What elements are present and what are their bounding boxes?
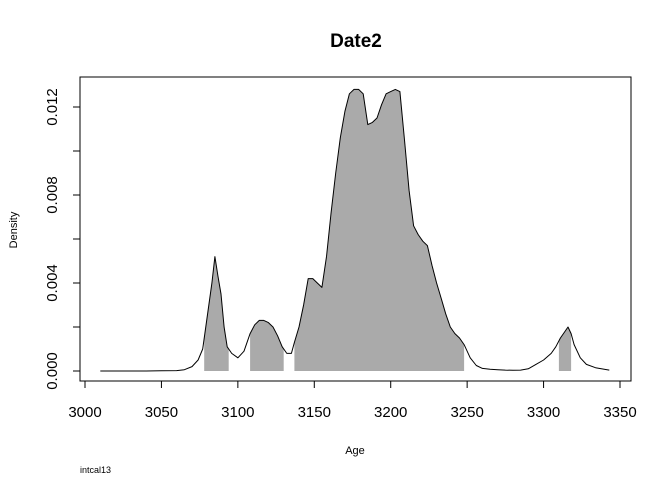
y-axis-label: Density (8, 211, 20, 248)
x-axis-label: Age (345, 445, 365, 457)
x-axis: 3000 3050 3100 3150 3200 3250 3300 3350 (68, 380, 637, 421)
x-tick-label: 3000 (68, 404, 101, 421)
y-tick-label: 0.004 (44, 264, 61, 302)
y-tick-label: 0.000 (44, 352, 61, 390)
y-tick-label: 0.012 (44, 88, 61, 126)
x-tick-label: 3350 (603, 404, 636, 421)
y-axis: 0.000 0.004 0.008 0.012 (44, 88, 81, 390)
density-curve-group (100, 88, 610, 372)
x-tick-label: 3200 (374, 404, 407, 421)
shaded-region-3 (294, 89, 465, 372)
shaded-region-2 (250, 320, 284, 371)
shaded-region-1 (204, 256, 229, 371)
calibration-caption: intcal13 (80, 465, 111, 475)
x-tick-label: 3300 (527, 404, 560, 421)
chart-title: Date2 (330, 31, 382, 52)
x-tick-label: 3100 (221, 404, 254, 421)
x-tick-label: 3250 (450, 404, 483, 421)
density-line (100, 88, 610, 372)
x-tick-label: 3050 (145, 404, 178, 421)
hpd-shaded-regions (204, 89, 572, 372)
x-tick-label: 3150 (298, 404, 331, 421)
y-tick-label: 0.008 (44, 176, 61, 214)
shaded-region-4 (558, 327, 572, 371)
